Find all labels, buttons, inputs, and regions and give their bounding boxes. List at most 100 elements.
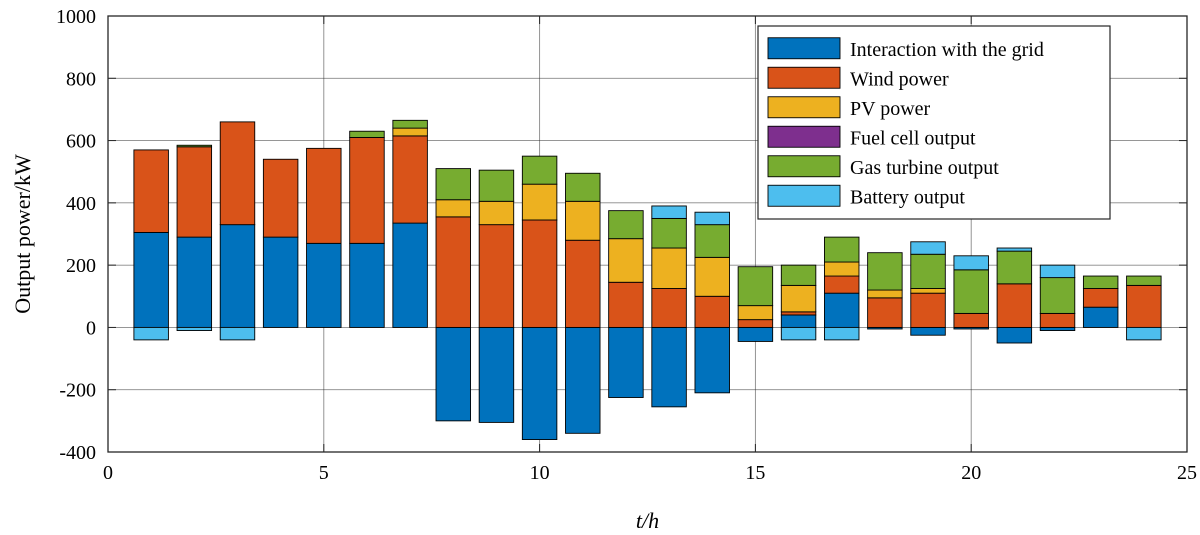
bar-segment bbox=[867, 252, 903, 291]
plot-frame bbox=[107, 15, 1188, 453]
bar-segment bbox=[133, 231, 169, 328]
y-tick-label: 400 bbox=[66, 193, 96, 215]
bar-segment bbox=[780, 326, 817, 341]
bar-segment bbox=[1082, 288, 1119, 308]
bar-segment bbox=[521, 183, 558, 221]
bar-segment bbox=[1126, 326, 1162, 341]
legend-swatch bbox=[767, 96, 841, 119]
x-tick-label: 20 bbox=[961, 462, 981, 484]
bar-segment bbox=[737, 305, 774, 321]
bar-segment bbox=[910, 292, 946, 328]
bar-segment bbox=[1126, 275, 1162, 286]
bar-segment bbox=[608, 326, 644, 398]
bar-segment bbox=[910, 253, 946, 289]
bar-segment bbox=[1039, 277, 1076, 314]
bar-segment bbox=[651, 205, 687, 219]
bar-segments bbox=[133, 119, 1162, 440]
bar-segment bbox=[824, 261, 860, 277]
bar-segment bbox=[867, 289, 903, 299]
bar-segment bbox=[176, 146, 213, 238]
y-tick-label: 1000 bbox=[56, 6, 96, 28]
bar-segment bbox=[392, 119, 428, 129]
legend-swatch bbox=[767, 125, 841, 148]
y-axis-title: Output power/kW bbox=[10, 154, 35, 314]
bar-segment bbox=[262, 158, 299, 238]
legend-label: Gas turbine output bbox=[850, 157, 999, 179]
bar-segment bbox=[349, 137, 385, 244]
bar-segment bbox=[306, 147, 342, 244]
bar-segment bbox=[780, 311, 817, 316]
bar-segment bbox=[435, 168, 471, 201]
bar-segment bbox=[1082, 306, 1119, 328]
bar-segment bbox=[651, 288, 687, 328]
bar-segment bbox=[478, 200, 515, 226]
axis-ticks: 0 5 10 15 20 25 -400 -200 0 200 400 600 800 1000 bbox=[56, 6, 1197, 484]
bar-segment bbox=[219, 121, 256, 226]
bar-segment bbox=[694, 256, 730, 297]
bar-segment bbox=[392, 222, 428, 328]
legend-swatch bbox=[767, 155, 841, 178]
bar-segment bbox=[392, 127, 428, 137]
bar-segment bbox=[824, 292, 860, 328]
bar-segment bbox=[737, 326, 774, 342]
bar-segment bbox=[694, 211, 730, 226]
bar-segment bbox=[651, 326, 687, 408]
bar-segment bbox=[651, 247, 687, 289]
bar-segment bbox=[780, 314, 817, 328]
legend-label: Fuel cell output bbox=[850, 127, 976, 149]
bar-segment bbox=[694, 224, 730, 258]
bar-segment bbox=[608, 238, 644, 283]
bar-segment bbox=[133, 149, 169, 233]
bar-segment bbox=[349, 130, 385, 138]
bar-segment bbox=[565, 239, 601, 328]
bar-segment bbox=[651, 217, 687, 249]
bar-segment bbox=[306, 242, 342, 328]
bar-segment bbox=[996, 283, 1033, 328]
bar-segment bbox=[737, 266, 774, 307]
y-tick-label: 0 bbox=[86, 317, 96, 339]
bar-segment bbox=[780, 284, 817, 313]
bar-segment bbox=[219, 224, 256, 328]
bar-segment bbox=[478, 224, 515, 328]
bar-segment bbox=[910, 288, 946, 294]
y-tick-label: -200 bbox=[59, 380, 96, 402]
x-tick-label: 10 bbox=[530, 462, 550, 484]
x-tick-label: 15 bbox=[745, 462, 765, 484]
legend: Interaction with the grid Wind power PV po… bbox=[757, 25, 1111, 220]
bar-segment bbox=[521, 155, 558, 185]
bar-segment bbox=[262, 236, 299, 328]
y-tick-label: 800 bbox=[66, 68, 96, 90]
bar-segment bbox=[478, 326, 515, 423]
bar-segment bbox=[219, 326, 256, 341]
bar-segment bbox=[1039, 312, 1076, 328]
bar-segment bbox=[1082, 275, 1119, 289]
bar-segment bbox=[565, 172, 601, 202]
legend-swatch bbox=[767, 184, 841, 207]
bar-segment bbox=[780, 264, 817, 286]
bar-segment bbox=[521, 326, 558, 440]
bar-segment bbox=[996, 250, 1033, 285]
bar-segment bbox=[953, 269, 989, 314]
bar-segment bbox=[694, 295, 730, 328]
bar-segment bbox=[910, 326, 946, 336]
bar-segment bbox=[435, 199, 471, 218]
bar-segment bbox=[953, 255, 989, 271]
x-axis-title: t/h bbox=[636, 508, 659, 533]
legend-swatch bbox=[767, 66, 841, 89]
bar-segment bbox=[349, 242, 385, 328]
bar-segment bbox=[1126, 284, 1162, 328]
bar-segment bbox=[824, 326, 860, 341]
bar-segment bbox=[392, 135, 428, 224]
bar-segment bbox=[996, 326, 1033, 344]
bar-segment bbox=[1039, 264, 1076, 279]
bar-segment bbox=[176, 326, 213, 331]
legend-swatch bbox=[767, 37, 841, 60]
bar-segment bbox=[996, 247, 1033, 252]
bar-segment bbox=[910, 241, 946, 255]
bar-segment bbox=[694, 326, 730, 394]
legend-label: Wind power bbox=[850, 68, 949, 90]
bar-segment bbox=[867, 297, 903, 328]
legend-label: PV power bbox=[850, 98, 931, 120]
bar-segment bbox=[176, 236, 213, 328]
